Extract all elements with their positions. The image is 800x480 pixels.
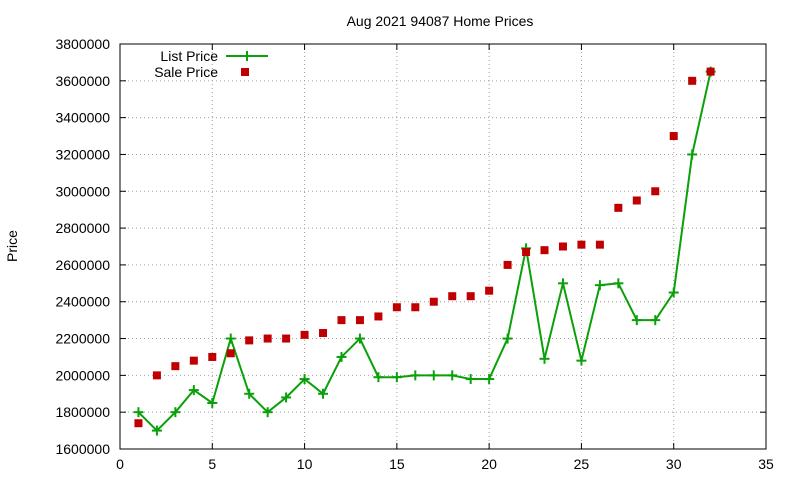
x-tick-label: 20 (481, 456, 497, 472)
sale-price-point (688, 76, 697, 85)
x-tick-label: 35 (758, 456, 774, 472)
list-price-point (447, 370, 458, 381)
list-price-point (170, 407, 181, 418)
axis-layer: 0 5 10 15 20 25 30 35 1600000 1800000 2000000 22000… (55, 36, 774, 472)
x-tick-label: 30 (666, 456, 682, 472)
sale-price-point (577, 240, 586, 249)
y-tick-label: 1800000 (55, 404, 110, 420)
x-tick-label: 15 (389, 456, 405, 472)
sale-price-point (189, 356, 198, 365)
list-price-point (428, 370, 439, 381)
list-price-point (410, 370, 421, 381)
legend-label-list-price: List Price (160, 48, 218, 64)
sale-price-point (485, 286, 494, 295)
y-tick-label: 2800000 (55, 220, 110, 236)
sale-price-point (466, 292, 475, 301)
list-price-point (336, 351, 347, 362)
sale-price-point (522, 248, 531, 257)
y-tick-label: 3200000 (55, 146, 110, 162)
y-tick-label: 1600000 (55, 441, 110, 457)
y-tick-label: 3000000 (55, 183, 110, 199)
sale-price-point (706, 67, 715, 76)
list-price-point (650, 315, 661, 326)
sale-price-point (669, 132, 678, 141)
sale-price-point (263, 334, 272, 343)
sale-price-point (319, 329, 328, 338)
list-price-point (539, 353, 550, 364)
sale-price-point (448, 292, 457, 301)
legend-label-sale-price: Sale Price (154, 64, 218, 80)
list-price-point (262, 407, 273, 418)
sale-price-point (503, 260, 512, 269)
list-price-point (391, 372, 402, 383)
y-tick-label: 2600000 (55, 257, 110, 273)
list-price-point (576, 355, 587, 366)
sale-price-point (245, 336, 254, 345)
y-tick-label: 2000000 (55, 367, 110, 383)
list-price-point (502, 333, 513, 344)
list-price-point (484, 374, 495, 385)
list-price-point (631, 315, 642, 326)
legend-swatch-list-price (226, 51, 268, 61)
sale-price-point (282, 334, 291, 343)
list-price-point (151, 425, 162, 436)
sale-price-point (134, 419, 143, 428)
x-tick-label: 0 (116, 456, 124, 472)
y-tick-label: 3600000 (55, 73, 110, 89)
list-price-point (613, 278, 624, 289)
sale-price-point (411, 303, 420, 312)
list-price-point (188, 385, 199, 396)
list-price-point (133, 407, 144, 418)
list-price-point (244, 388, 255, 399)
sale-price-point (540, 246, 549, 255)
y-axis-label: Price (4, 230, 20, 262)
list-price-point (318, 388, 329, 399)
sale-price-point (558, 242, 567, 251)
chart-title: Aug 2021 94087 Home Prices (347, 13, 534, 29)
sale-price-point (632, 196, 641, 205)
sale-price-point (595, 240, 604, 249)
list-price-point (354, 333, 365, 344)
x-tick-label: 10 (297, 456, 313, 472)
sale-price-point (355, 316, 364, 325)
list-price-point (207, 397, 218, 408)
sale-price-point (152, 371, 161, 380)
list-price-point (594, 280, 605, 291)
list-price-point (299, 374, 310, 385)
y-tick-label: 2400000 (55, 294, 110, 310)
sale-price-point (374, 312, 383, 321)
series-layer (133, 66, 716, 436)
sale-price-point (171, 362, 180, 371)
list-price-point (465, 374, 476, 385)
list-price-point (373, 372, 384, 383)
legend-swatch-sale-price (241, 68, 249, 76)
plot-frame (119, 43, 767, 450)
sale-price-point (429, 297, 438, 306)
sale-price-point (208, 352, 217, 361)
sale-price-point (300, 330, 309, 339)
y-tick-label: 2200000 (55, 331, 110, 347)
list-price-point (281, 392, 292, 403)
x-tick-label: 5 (208, 456, 216, 472)
list-price-point (557, 278, 568, 289)
list-price-line (137, 71, 712, 433)
sale-price-point (651, 187, 660, 196)
y-tick-label: 3800000 (55, 36, 110, 52)
list-price-point (687, 149, 698, 160)
sale-price-point (614, 203, 623, 212)
list-price-point (668, 287, 679, 298)
y-tick-label: 3400000 (55, 110, 110, 126)
sale-price-point (392, 303, 401, 312)
list-price-point (225, 333, 236, 344)
x-tick-label: 25 (574, 456, 590, 472)
sale-price-point (337, 316, 346, 325)
sale-price-point (226, 349, 235, 358)
